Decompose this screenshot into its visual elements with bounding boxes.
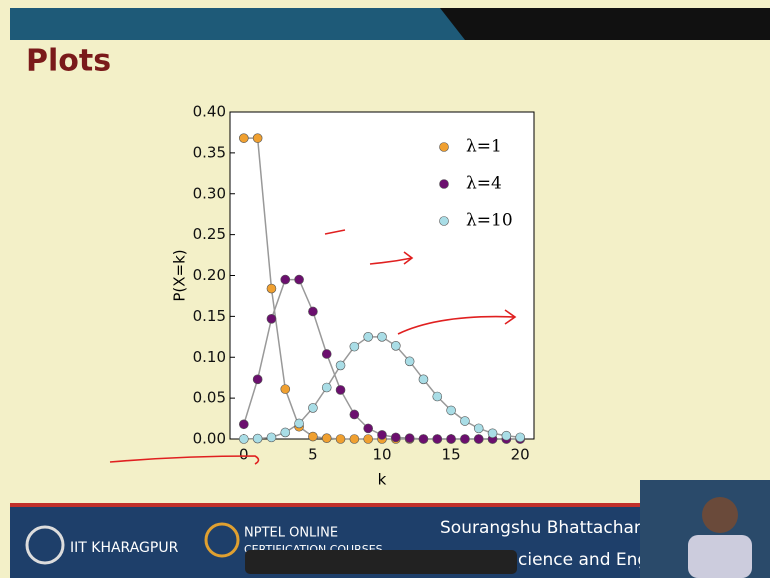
point (239, 134, 248, 143)
point (336, 385, 345, 394)
header-band (10, 8, 480, 40)
top-margin (0, 0, 770, 8)
point (322, 349, 331, 358)
point (295, 419, 304, 428)
toolbar[interactable] (245, 550, 517, 574)
point (281, 275, 290, 284)
y-tick-label: 0.25 (193, 225, 226, 243)
y-tick-label: 0.05 (193, 389, 226, 407)
footer-nptel: NPTEL ONLINE (244, 526, 338, 541)
y-tick-label: 0.10 (193, 348, 226, 366)
header-dark (440, 8, 770, 40)
point (336, 361, 345, 370)
point (267, 284, 276, 293)
x-axis-label: k (378, 471, 387, 489)
point (295, 275, 304, 284)
point (336, 435, 345, 444)
point (433, 392, 442, 401)
point (239, 420, 248, 429)
y-axis-label: P(X=k) (171, 249, 189, 301)
point (322, 383, 331, 392)
point (391, 341, 400, 350)
footer-department: cience and Engg (518, 550, 659, 570)
point (253, 375, 262, 384)
point (253, 134, 262, 143)
point (405, 357, 414, 366)
legend-label: λ=4 (466, 174, 502, 194)
y-tick-label: 0.35 (193, 143, 226, 161)
point (308, 307, 317, 316)
legend-label: λ=10 (466, 211, 513, 231)
point (474, 435, 483, 444)
point (350, 410, 359, 419)
x-tick-label: 20 (511, 446, 530, 464)
legend-label: λ=1 (466, 137, 502, 157)
point (405, 434, 414, 443)
x-tick-label: 15 (442, 446, 461, 464)
point (281, 385, 290, 394)
x-tick-label: 10 (372, 446, 391, 464)
slide: Plots 0.00 0.05 0.10 0.15 0.20 0.25 0.30 0.35 0.… (0, 0, 770, 578)
point (267, 314, 276, 323)
x-tick-label: 0 (239, 446, 249, 464)
y-tick-label: 0.00 (193, 430, 226, 448)
point (378, 430, 387, 439)
point (364, 435, 373, 444)
point (447, 406, 456, 415)
point (322, 434, 331, 443)
point (447, 435, 456, 444)
point (253, 434, 262, 443)
point (460, 417, 469, 426)
legend-marker (440, 180, 449, 189)
legend-marker (440, 143, 449, 152)
point (239, 435, 248, 444)
point (364, 424, 373, 433)
point (391, 433, 400, 442)
point (433, 435, 442, 444)
footer-speaker: Sourangshu Bhattacharya (440, 518, 661, 538)
point (308, 432, 317, 441)
point (281, 428, 290, 437)
y-tick-label: 0.40 (193, 103, 226, 121)
webcam-person (688, 535, 752, 578)
plot-area (230, 112, 534, 439)
point (460, 435, 469, 444)
point (488, 429, 497, 438)
y-tick-label: 0.20 (193, 266, 226, 284)
y-tick-label: 0.30 (193, 184, 226, 202)
point (350, 342, 359, 351)
point (502, 431, 511, 440)
point (419, 375, 428, 384)
point (378, 332, 387, 341)
point (267, 433, 276, 442)
footer-institute: IIT KHARAGPUR (70, 540, 179, 556)
legend-marker (440, 217, 449, 226)
y-tick-label: 0.15 (193, 307, 226, 325)
point (350, 435, 359, 444)
point (516, 433, 525, 442)
point (364, 332, 373, 341)
point (308, 403, 317, 412)
point (419, 435, 428, 444)
point (474, 424, 483, 433)
x-tick-label: 5 (308, 446, 318, 464)
webcam-person (702, 497, 738, 533)
slide-title: Plots (26, 44, 111, 79)
